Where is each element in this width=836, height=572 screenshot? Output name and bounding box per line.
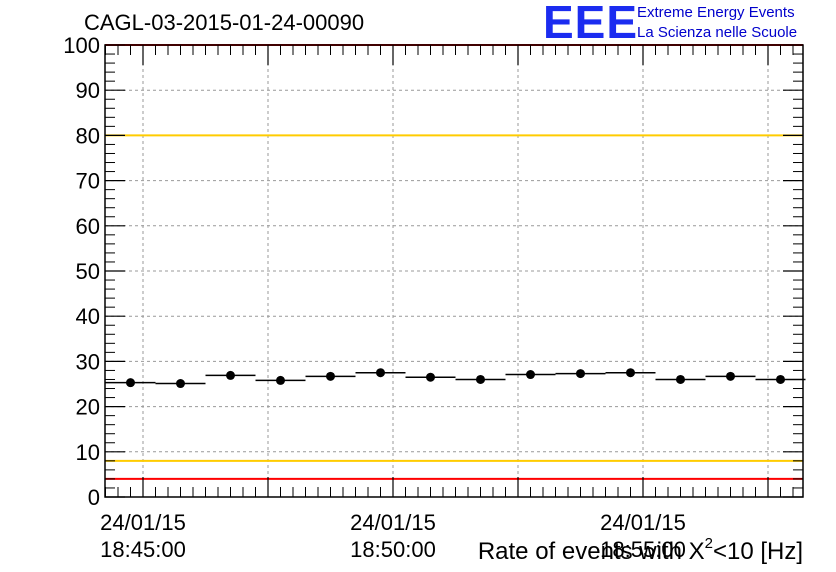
x-tick-date-label: 24/01/15 bbox=[100, 510, 186, 535]
data-point bbox=[776, 374, 785, 384]
grid bbox=[105, 45, 803, 497]
axis-labels: 010203040506070809010024/01/1518:45:0024… bbox=[63, 33, 803, 565]
data-point bbox=[626, 368, 635, 378]
x-tick-date-label: 24/01/15 bbox=[600, 510, 686, 535]
x-axis-label: Rate of events with X2<10 [Hz] bbox=[478, 535, 803, 565]
data-point bbox=[476, 374, 485, 384]
data-point bbox=[176, 379, 185, 389]
y-tick-label: 80 bbox=[76, 123, 100, 148]
data-point bbox=[426, 372, 435, 382]
y-tick-label: 50 bbox=[76, 259, 100, 284]
x-tick-time-label: 18:50:00 bbox=[350, 537, 436, 562]
data-point bbox=[226, 370, 235, 380]
data-point bbox=[526, 370, 535, 380]
y-tick-label: 70 bbox=[76, 169, 100, 194]
data-point bbox=[276, 375, 285, 385]
logo-line-1: Extreme Energy Events bbox=[637, 4, 795, 21]
y-tick-label: 20 bbox=[76, 395, 100, 420]
data-point bbox=[726, 371, 735, 381]
data-point bbox=[126, 378, 135, 388]
axes bbox=[105, 44, 803, 498]
y-tick-label: 60 bbox=[76, 214, 100, 239]
data-point bbox=[676, 374, 685, 384]
y-tick-label: 40 bbox=[76, 304, 100, 329]
y-tick-label: 100 bbox=[63, 33, 100, 58]
x-tick-date-label: 24/01/15 bbox=[350, 510, 436, 535]
x-tick-time-label: 18:55:00 bbox=[600, 537, 686, 562]
chart-title: CAGL-03-2015-01-24-00090 bbox=[84, 10, 365, 35]
x-tick-time-label: 18:45:00 bbox=[100, 537, 186, 562]
reference-lines bbox=[105, 44, 803, 480]
data-point bbox=[576, 369, 585, 379]
y-tick-label: 0 bbox=[88, 485, 100, 510]
data-point bbox=[376, 368, 385, 378]
data-points bbox=[105, 368, 806, 389]
eee-logo: EEE Extreme Energy Events La Scienza nel… bbox=[543, 0, 833, 48]
logo-mark: EEE bbox=[543, 0, 639, 48]
data-point bbox=[326, 371, 335, 381]
y-tick-label: 30 bbox=[76, 349, 100, 374]
logo-line-2: La Scienza nelle Scuole bbox=[637, 24, 798, 41]
y-tick-label: 90 bbox=[76, 78, 100, 103]
y-tick-label: 10 bbox=[76, 440, 100, 465]
